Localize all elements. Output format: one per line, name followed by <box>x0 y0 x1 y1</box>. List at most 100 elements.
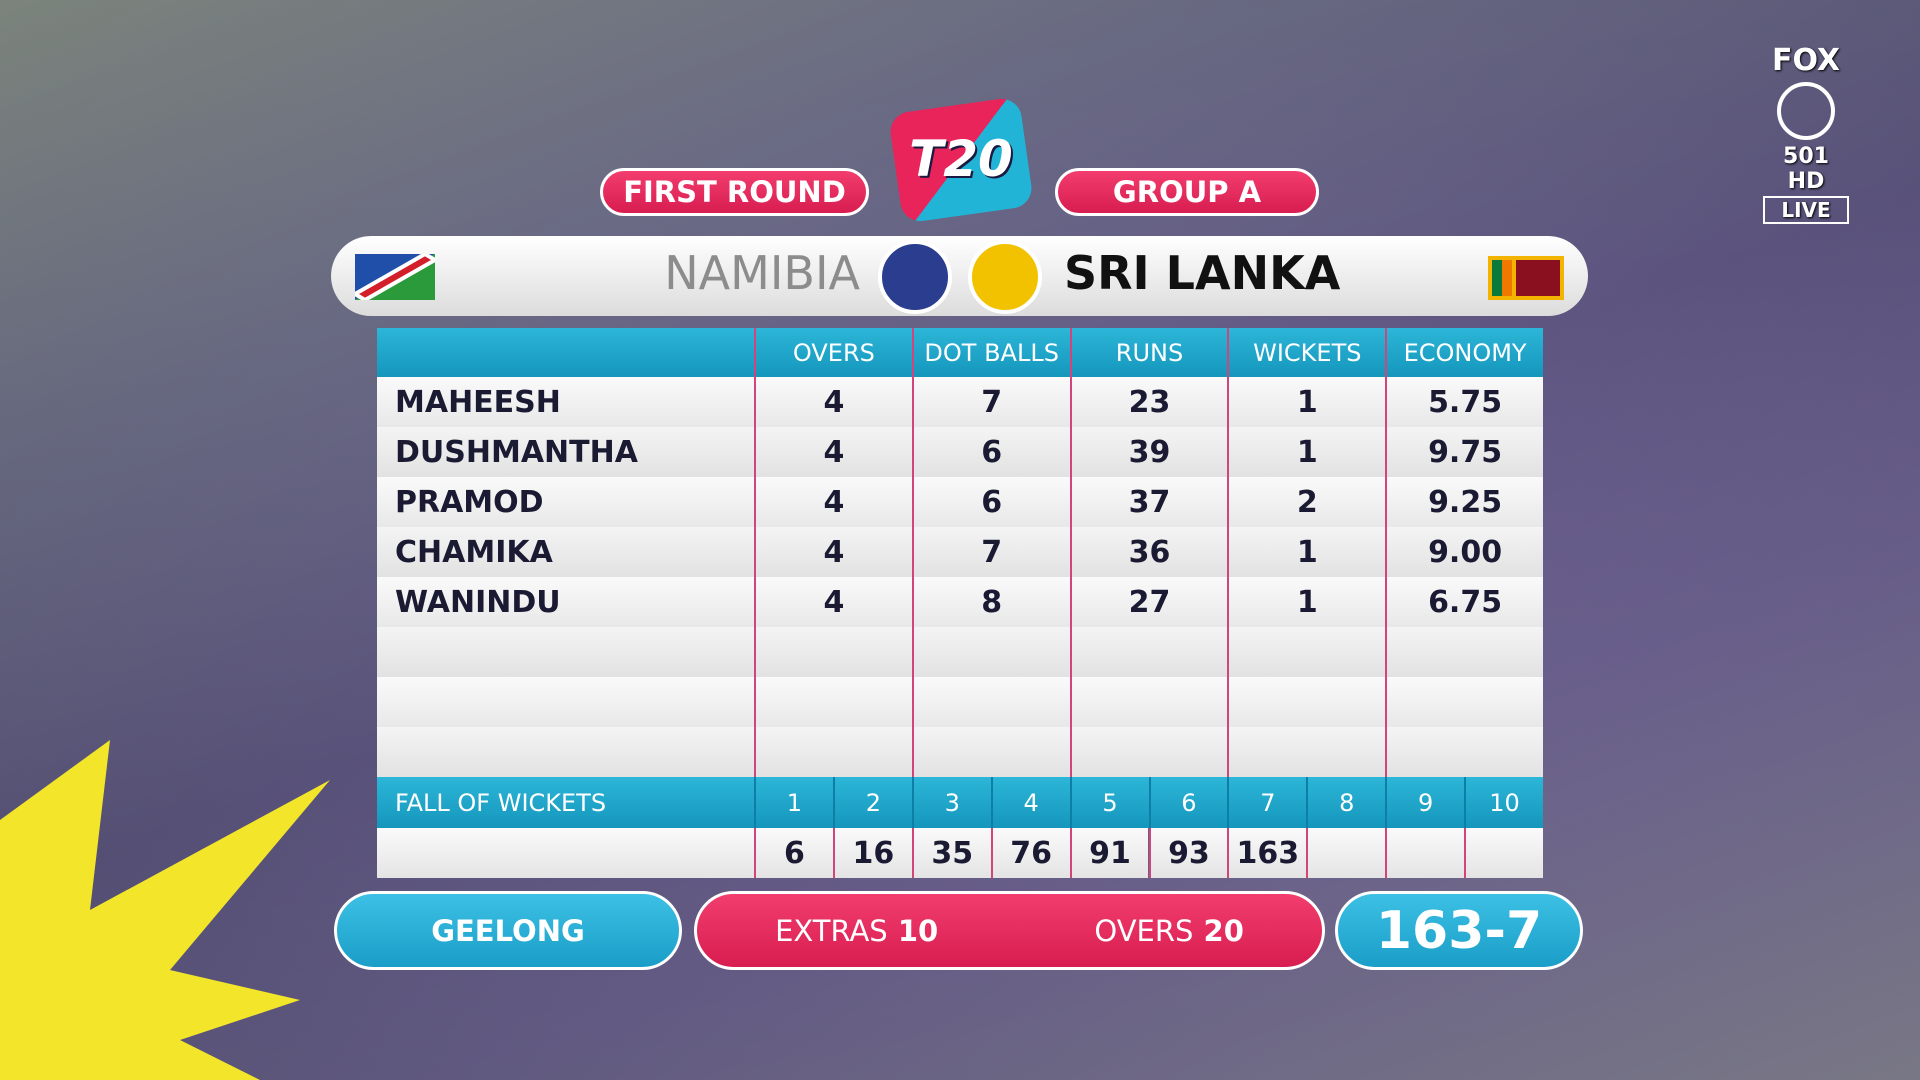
stat-cell <box>911 677 1070 727</box>
stat-cell: 27 <box>1069 577 1228 627</box>
player-name: MAHEESH <box>395 384 561 420</box>
fow-header <box>377 777 1543 828</box>
column-header: OVERS <box>754 328 912 377</box>
stat-cell <box>911 627 1070 677</box>
stat-cell: 4 <box>754 527 912 577</box>
fow-label: FALL OF WICKETS <box>395 788 607 817</box>
fow-score <box>1464 828 1543 878</box>
fow-wicket: 9 <box>1385 777 1464 828</box>
score-pill: 163-7 <box>1335 891 1583 970</box>
player-name <box>377 627 754 677</box>
stat-cell <box>754 677 912 727</box>
ball-icon <box>968 240 1042 314</box>
fow-wicket: 7 <box>1227 777 1306 828</box>
fow-wicket: 6 <box>1148 777 1228 828</box>
sri-lanka-flag <box>1488 256 1564 300</box>
stat-cell: 4 <box>754 477 912 527</box>
stat-cell: 9.00 <box>1385 527 1543 577</box>
extras-pill: EXTRAS 10 OVERS 20 <box>694 891 1325 970</box>
player-name: PRAMOD <box>395 484 544 520</box>
stat-cell: 9.25 <box>1385 477 1543 527</box>
fow-score: 163 <box>1227 828 1307 878</box>
stat-cell: 6 <box>911 427 1070 477</box>
stat-cell: 7 <box>911 377 1070 427</box>
extras-label: EXTRAS <box>775 913 888 948</box>
stat-cell: 1 <box>1227 577 1385 627</box>
fow-score: 35 <box>911 828 991 878</box>
stat-cell: 39 <box>1069 427 1228 477</box>
stat-cell <box>1069 727 1228 777</box>
stat-cell <box>911 727 1070 777</box>
overs-label: OVERS <box>1094 913 1194 948</box>
row-bg <box>377 677 1543 727</box>
stat-cell: 6.75 <box>1385 577 1543 627</box>
starburst <box>0 740 330 1080</box>
t20-logo: T20 <box>909 130 1013 188</box>
column-header: DOT BALLS <box>911 328 1070 377</box>
stat-cell: 9.75 <box>1385 427 1543 477</box>
stat-cell <box>1385 627 1543 677</box>
fow-score <box>1385 828 1465 878</box>
fow-wicket: 5 <box>1069 777 1149 828</box>
stat-cell <box>754 627 912 677</box>
row-bg <box>377 477 1543 527</box>
team-bar <box>331 236 1588 316</box>
fow-wicket: 8 <box>1306 777 1385 828</box>
stat-cell: 4 <box>754 427 912 477</box>
group: GROUP A <box>1112 175 1262 209</box>
player-name <box>377 727 754 777</box>
away-team: SRI LANKA <box>1064 246 1341 300</box>
column-header: RUNS <box>1069 328 1228 377</box>
fow-score: 16 <box>832 828 912 878</box>
stat-cell <box>1385 727 1543 777</box>
stat-cell: 2 <box>1227 477 1385 527</box>
stat-cell: 5.75 <box>1385 377 1543 427</box>
stat-cell: 1 <box>1227 527 1385 577</box>
group-pill: GROUP A <box>1055 168 1319 216</box>
stat-cell: 23 <box>1069 377 1228 427</box>
fow-wicket: 3 <box>911 777 991 828</box>
player-name: WANINDU <box>395 584 561 620</box>
stat-cell: 4 <box>754 577 912 627</box>
column-header: ECONOMY <box>1385 328 1543 377</box>
overs: 20 <box>1203 913 1244 948</box>
fow-score-label-bg <box>377 828 754 878</box>
player-name <box>377 677 754 727</box>
fow-wicket: 10 <box>1464 777 1543 828</box>
round: FIRST ROUND <box>623 175 846 209</box>
stat-cell <box>1069 677 1228 727</box>
row-bg <box>377 427 1543 477</box>
round-pill: FIRST ROUND <box>600 168 869 216</box>
column-header: WICKETS <box>1227 328 1385 377</box>
live: LIVE <box>1763 196 1849 224</box>
header-row <box>377 328 1543 377</box>
stat-cell: 1 <box>1227 377 1385 427</box>
fow-wicket: 4 <box>990 777 1070 828</box>
stat-cell <box>1227 627 1385 677</box>
fow-score: 91 <box>1069 828 1149 878</box>
stat-cell <box>1227 677 1385 727</box>
stat-cell <box>754 727 912 777</box>
venue-pill: GEELONG <box>334 891 682 970</box>
stat-cell <box>1385 677 1543 727</box>
row-bg <box>377 627 1543 677</box>
home-team: NAMIBIA <box>664 246 860 300</box>
stat-cell: 7 <box>911 527 1070 577</box>
stat-cell: 37 <box>1069 477 1228 527</box>
fow-wicket: 1 <box>754 777 833 828</box>
bowling-table: OVERS DOT BALLS RUNS WICKETS ECONOMY MAHEESH 4… <box>377 328 1543 878</box>
stat-cell: 8 <box>911 577 1070 627</box>
stat-cell <box>1069 627 1228 677</box>
stat-cell: 1 <box>1227 427 1385 477</box>
namibia-flag <box>355 254 435 300</box>
stat-cell <box>1227 727 1385 777</box>
row-bg <box>377 377 1543 427</box>
stat-cell: 6 <box>911 477 1070 527</box>
row-bg <box>377 727 1543 777</box>
broadcaster-name: FOX <box>1771 43 1841 78</box>
fow-score: 76 <box>990 828 1070 878</box>
fow-wicket: 2 <box>832 777 912 828</box>
row-bg <box>377 527 1543 577</box>
extras: 10 <box>897 913 939 948</box>
channel: 501 HD <box>1783 144 1829 194</box>
